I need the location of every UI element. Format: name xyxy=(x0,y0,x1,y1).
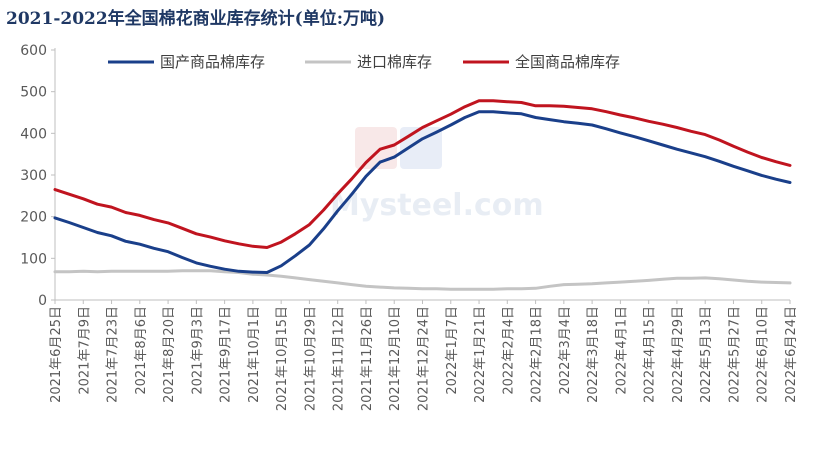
y-tick-label: 100 xyxy=(20,251,47,267)
legend-label: 进口棉库存 xyxy=(357,53,432,71)
chart-legend: 国产商品棉库存 进口棉库存 全国商品棉库存 xyxy=(108,53,620,71)
x-tick-label: 2022年6月24日 xyxy=(784,306,799,403)
x-tick-label: 2022年1月21日 xyxy=(473,306,488,403)
y-tick-label: 0 xyxy=(38,293,47,309)
y-tick-label: 500 xyxy=(20,85,47,101)
x-tick-label: 2022年5月13日 xyxy=(699,306,714,403)
x-tick-label: 2022年3月4日 xyxy=(558,306,573,395)
x-tick-label: 2021年9月3日 xyxy=(190,306,205,395)
x-tick-label: 2022年1月7日 xyxy=(445,306,460,395)
x-tick-label: 2021年10月1日 xyxy=(247,306,262,403)
x-tick-label: 2021年12月24日 xyxy=(417,306,432,411)
x-tick-label: 2022年5月27日 xyxy=(727,306,742,403)
x-tick-label: 2021年6月25日 xyxy=(49,306,64,403)
x-tick-label: 2022年4月1日 xyxy=(614,306,629,395)
x-tick-label: 2021年12月10日 xyxy=(388,306,403,411)
y-tick-label: 400 xyxy=(20,126,47,142)
x-tick-label: 2021年10月29日 xyxy=(303,306,318,411)
series-line-imported xyxy=(53,269,792,291)
x-tick-label: 2021年9月17日 xyxy=(219,306,234,403)
watermark-brand-text: Mysteel.com xyxy=(330,188,544,223)
x-tick-label: 2021年7月23日 xyxy=(106,306,121,403)
legend-item-total: 全国商品棉库存 xyxy=(463,53,620,71)
chart-title: 2021-2022年全国棉花商业库存统计(单位:万吨) xyxy=(6,9,386,29)
x-tick-label: 2022年2月4日 xyxy=(501,306,516,395)
y-tick-label: 600 xyxy=(20,43,47,59)
x-tick-label: 2022年3月18日 xyxy=(586,306,601,403)
legend-label: 全国商品棉库存 xyxy=(515,53,620,71)
x-tick-label: 2022年4月29日 xyxy=(671,306,686,403)
legend-label: 国产商品棉库存 xyxy=(160,53,265,71)
series-line-total xyxy=(53,99,792,249)
x-tick-label: 2021年10月15日 xyxy=(275,306,290,411)
watermark-logo-box xyxy=(400,127,442,169)
x-tick-label: 2022年2月18日 xyxy=(530,306,545,403)
legend-item-imported: 进口棉库存 xyxy=(305,53,432,71)
y-tick-label: 200 xyxy=(20,210,47,226)
x-tick-label: 2022年6月10日 xyxy=(756,306,771,403)
x-tick-label: 2021年11月26日 xyxy=(360,306,375,411)
x-tick-label: 2021年8月6日 xyxy=(134,306,149,395)
chart-axes: 0 100 200 300 400 500 600 2021年6月25日 2021年7月9日 20… xyxy=(20,43,799,411)
y-tick-label: 300 xyxy=(20,168,47,184)
x-tick-label: 2021年7月9日 xyxy=(77,306,92,395)
x-tick-label: 2021年11月12日 xyxy=(332,306,347,411)
legend-item-domestic: 国产商品棉库存 xyxy=(108,53,265,71)
chart-series xyxy=(53,99,792,291)
x-tick-label: 2021年8月20日 xyxy=(162,306,177,403)
x-tick-label: 2022年4月15日 xyxy=(643,306,658,403)
series-line-domestic xyxy=(53,110,792,274)
watermark-logo-box xyxy=(355,127,397,169)
mysteel-watermark: Mysteel.com xyxy=(330,127,544,223)
